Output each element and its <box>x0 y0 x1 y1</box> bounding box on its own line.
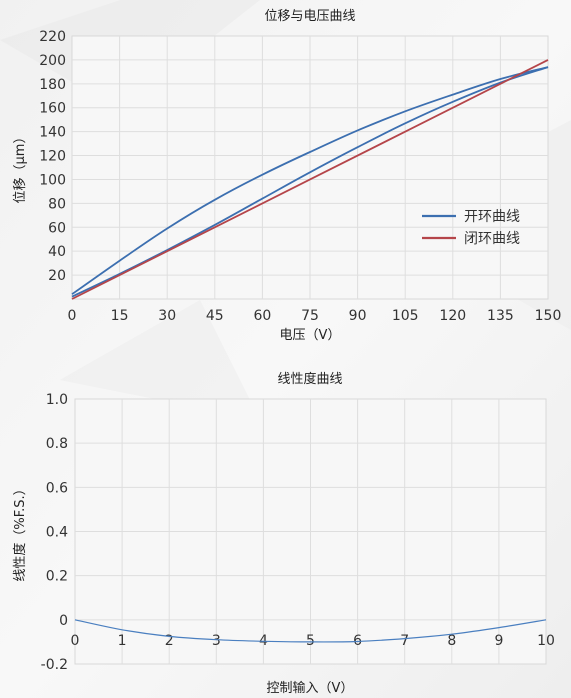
y-axis-label: 线性度（%F.S.） <box>12 482 28 581</box>
y-axis-label: 位移（μm） <box>13 131 28 204</box>
y-tick-label: 60 <box>48 220 66 236</box>
legend-label-closed-loop: 闭环曲线 <box>464 231 520 247</box>
y-tick-label: 120 <box>39 149 66 165</box>
y-tick-label: 0.8 <box>46 436 68 452</box>
x-tick-label: 1 <box>118 633 127 649</box>
y-tick-label: 0.6 <box>46 480 68 496</box>
y-tick-label: 100 <box>39 172 66 188</box>
x-tick-label: 120 <box>439 308 466 324</box>
x-tick-label: 135 <box>487 308 514 324</box>
x-tick-label: 0 <box>71 633 80 649</box>
y-tick-label: 0.2 <box>46 569 68 585</box>
x-tick-label: 7 <box>400 633 409 649</box>
series-line-open-loop-descending <box>71 66 549 295</box>
legend-label-open-loop: 开环曲线 <box>464 209 520 225</box>
y-tick-label: 160 <box>39 101 66 117</box>
y-tick-label: 80 <box>48 196 66 212</box>
linearity-chart: 0 1 2 3 4 5 6 7 8 9 10 -0.200.20.40.60.81.0 线性度曲线 … <box>12 371 555 696</box>
grid <box>75 399 546 664</box>
x-tick-label: 15 <box>111 308 129 324</box>
y-tick-label: -0.2 <box>41 657 68 673</box>
x-axis-label: 电压（V） <box>280 328 341 343</box>
x-tick-label: 90 <box>349 308 367 324</box>
x-tick-label: 8 <box>447 633 456 649</box>
chart-title: 位移与电压曲线 <box>264 9 355 24</box>
x-tick-label: 30 <box>158 308 176 324</box>
y-tick-label: 0.4 <box>46 525 68 541</box>
y-tick-label: 200 <box>39 53 66 69</box>
x-tick-label: 3 <box>212 633 221 649</box>
series-line-open-loop-ascending <box>71 66 549 298</box>
x-tick-label: 150 <box>535 308 562 324</box>
y-tick-label: 0 <box>59 613 68 629</box>
x-tick-label: 60 <box>253 308 271 324</box>
y-tick-label: 180 <box>39 77 66 93</box>
series-group <box>71 59 549 300</box>
y-tick-label: 220 <box>39 29 66 45</box>
y-tick-label: 140 <box>39 125 66 141</box>
grid <box>72 36 548 299</box>
x-ticks: 0 15 30 45 60 75 90 105 120 135 150 <box>68 308 562 324</box>
y-tick-label: 1.0 <box>46 392 68 408</box>
y-tick-label: 40 <box>48 244 66 260</box>
series-line-linearity <box>74 619 547 643</box>
x-tick-label: 2 <box>165 633 174 649</box>
legend: 开环曲线 闭环曲线 <box>422 209 520 247</box>
x-tick-label: 105 <box>392 308 419 324</box>
displacement-voltage-chart: 0 15 30 45 60 75 90 105 120 135 150 20 40 60 80 100 120… <box>13 9 561 343</box>
chart-title: 线性度曲线 <box>277 371 342 387</box>
x-tick-label: 0 <box>68 308 77 324</box>
x-axis-label: 控制输入（V） <box>267 680 354 696</box>
x-tick-label: 9 <box>494 633 503 649</box>
y-tick-label: 20 <box>48 268 66 284</box>
background-shape <box>60 300 260 420</box>
series-line-closed-loop <box>71 59 549 300</box>
x-tick-label: 5 <box>306 633 315 649</box>
x-tick-label: 75 <box>301 308 319 324</box>
series-group <box>74 619 547 643</box>
y-ticks: -0.2 0 0.2 0.4 0.6 0.8 1.0 <box>41 392 68 673</box>
x-tick-label: 10 <box>537 633 555 649</box>
x-tick-label: 45 <box>206 308 224 324</box>
y-ticks: 20 40 60 80 100 120 140 160 180 200 220 <box>39 29 66 284</box>
